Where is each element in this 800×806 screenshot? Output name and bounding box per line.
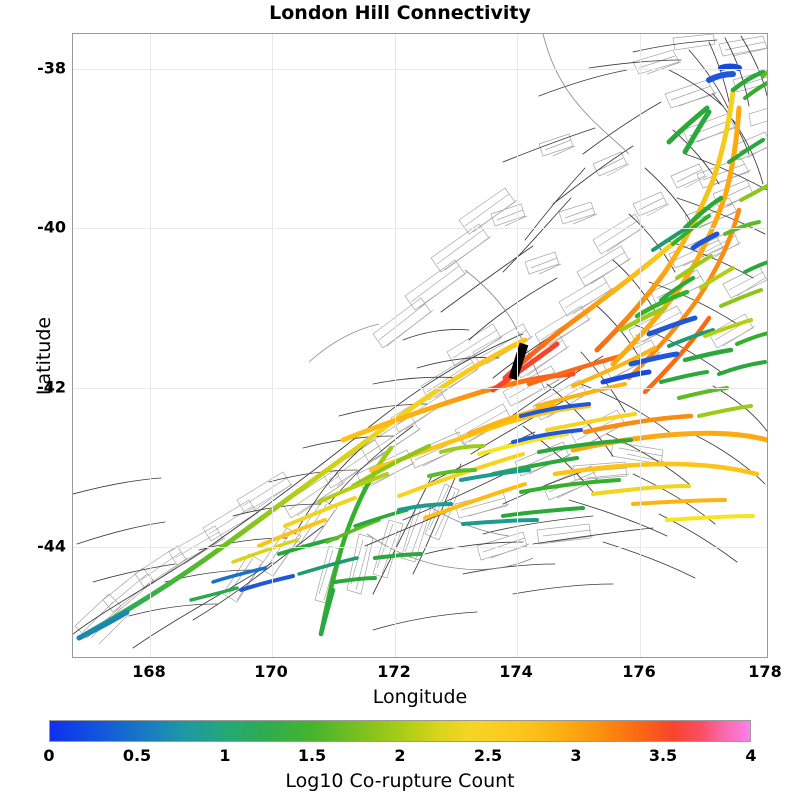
chart-title: London Hill Connectivity: [269, 2, 531, 24]
coastline-lines: [308, 34, 630, 570]
colorbar-tick-2: 2: [394, 746, 406, 765]
gridline-x-170: [272, 34, 273, 657]
ytick-label--42: -42: [37, 377, 66, 397]
gridline-x-172: [395, 34, 396, 657]
xtick-label-176: 176: [622, 662, 656, 681]
colorbar-tick-1.5: 1.5: [297, 746, 327, 765]
xtick-label-168: 168: [132, 662, 166, 681]
fault-traces-coloured: [76, 63, 767, 641]
xtick-label-178: 178: [748, 662, 782, 681]
map-axes[interactable]: [72, 33, 768, 658]
gridline-y--40: [73, 228, 767, 229]
colorbar[interactable]: [49, 720, 751, 742]
ytick-label--40: -40: [37, 217, 66, 237]
gridline-x-168: [150, 34, 151, 657]
fault-map-svg: [73, 34, 767, 649]
axes-clip-region: [73, 34, 767, 657]
colorbar-tick-2.5: 2.5: [473, 746, 503, 765]
highlighted-fault-london-hill: [508, 342, 529, 381]
ytick-label--44: -44: [37, 536, 66, 556]
colorbar-gradient: [49, 720, 751, 742]
gridline-x-174: [517, 34, 518, 657]
colorbar-tick-3.5: 3.5: [648, 746, 678, 765]
xtick-label-174: 174: [499, 662, 533, 681]
fault-traces-uncoloured: [73, 35, 767, 649]
xtick-label-170: 170: [254, 662, 288, 681]
colorbar-tick-0.5: 0.5: [122, 746, 152, 765]
colorbar-tick-0: 0: [43, 746, 55, 765]
gridline-y--44: [73, 547, 767, 548]
colorbar-label: Log10 Co-rupture Count: [285, 770, 515, 792]
xtick-label-172: 172: [377, 662, 411, 681]
gridline-x-176: [640, 34, 641, 657]
gridline-y--42: [73, 388, 767, 389]
colorbar-tick-3: 3: [570, 746, 582, 765]
x-axis-label: Longitude: [372, 686, 468, 708]
colorbar-tick-4: 4: [745, 746, 757, 765]
y-axis-label: Latitude: [33, 316, 55, 396]
ytick-label--38: -38: [37, 58, 66, 78]
gridline-y--38: [73, 69, 767, 70]
colorbar-tick-1: 1: [219, 746, 231, 765]
